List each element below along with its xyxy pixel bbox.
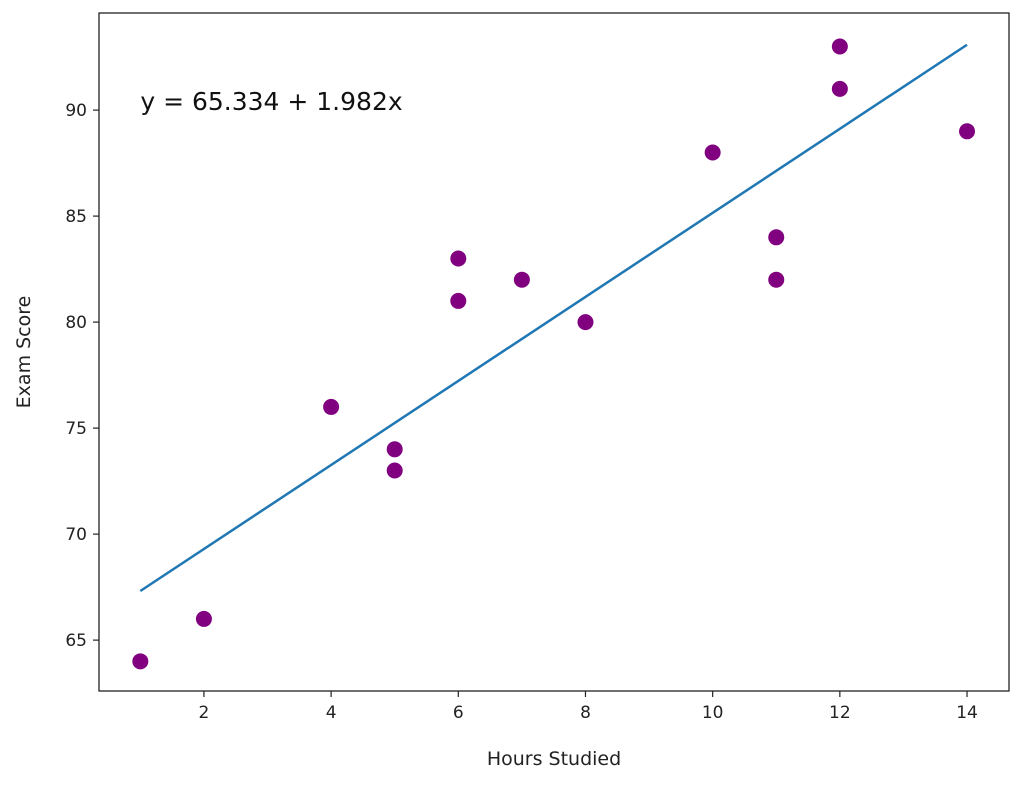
x-tick-label: 14	[956, 703, 978, 723]
y-tick-label: 70	[65, 525, 87, 545]
x-axis-label: Hours Studied	[487, 748, 621, 770]
x-tick-label: 4	[326, 703, 337, 723]
plot-area	[98, 12, 1010, 692]
y-tick-label: 75	[65, 419, 87, 439]
x-tick-label: 2	[199, 703, 210, 723]
data-point	[831, 38, 848, 55]
data-point	[959, 123, 976, 140]
data-point	[768, 271, 785, 288]
data-points	[132, 38, 976, 670]
data-point	[831, 80, 848, 97]
y-tick-label: 65	[65, 631, 87, 651]
data-point	[704, 144, 721, 161]
data-point	[195, 610, 212, 627]
data-point	[450, 250, 467, 267]
regression-line	[139, 43, 968, 593]
y-tick-label: 80	[65, 313, 87, 333]
data-point	[450, 292, 467, 309]
data-point	[132, 653, 149, 670]
y-axis-ticks: 65 70 75 80 85 90	[65, 101, 99, 651]
data-point	[768, 229, 785, 246]
regression-equation: y = 65.334 + 1.982x	[140, 87, 402, 116]
y-axis-label: Exam Score	[13, 296, 35, 409]
y-tick-label: 85	[65, 207, 87, 227]
data-point	[513, 271, 530, 288]
data-point	[386, 441, 403, 458]
data-point	[577, 314, 594, 331]
x-tick-label: 12	[829, 703, 851, 723]
x-tick-label: 10	[702, 703, 724, 723]
x-axis-ticks: 2 4 6 8 10 12 14	[199, 691, 978, 723]
data-point	[323, 398, 340, 415]
x-tick-label: 6	[453, 703, 464, 723]
y-tick-label: 90	[65, 101, 87, 121]
x-tick-label: 8	[580, 703, 591, 723]
data-point	[386, 462, 403, 479]
